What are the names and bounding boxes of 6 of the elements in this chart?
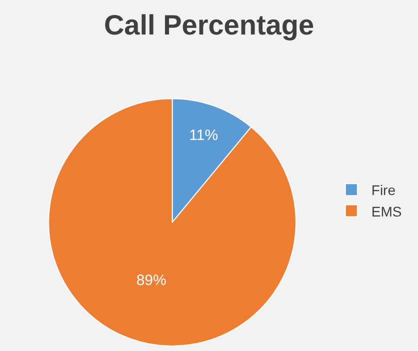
chart-title: Call Percentage xyxy=(104,9,314,40)
pie-slice xyxy=(48,98,296,346)
legend-label: EMS xyxy=(371,203,402,220)
legend-label: Fire xyxy=(371,182,396,198)
data-label: 89% xyxy=(136,272,166,290)
data-label: 11% xyxy=(189,126,218,144)
